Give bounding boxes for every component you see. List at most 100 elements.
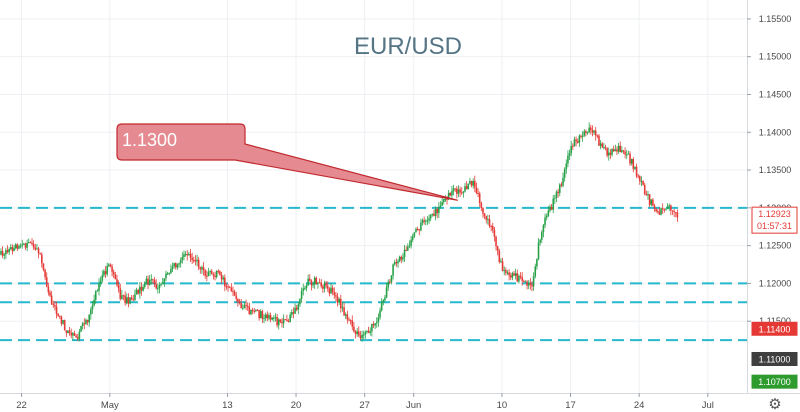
candle-body	[328, 288, 331, 294]
candle-body	[572, 145, 574, 147]
candle-body	[93, 299, 95, 306]
candle-body	[552, 198, 555, 210]
candle-body	[62, 319, 64, 324]
candle-body	[32, 244, 35, 248]
candle-body	[395, 262, 398, 264]
candle-body	[415, 228, 417, 233]
candle-body	[361, 334, 363, 339]
candle-body	[238, 301, 241, 304]
candle-body	[575, 139, 577, 142]
candle-body	[529, 283, 532, 285]
candle-body	[421, 220, 424, 223]
candle-body	[446, 199, 448, 201]
candle-body	[454, 188, 456, 190]
candle-body	[124, 295, 126, 304]
candle-body	[175, 263, 177, 268]
candle-body	[209, 271, 211, 273]
candle-body	[78, 331, 81, 339]
candle-body	[509, 275, 512, 278]
candle-body	[518, 275, 520, 282]
candle-body	[656, 211, 659, 213]
gear-icon[interactable]: ⚙	[768, 395, 781, 412]
candle-body	[315, 277, 318, 285]
candle-body	[152, 279, 154, 281]
candle-body	[531, 284, 533, 287]
candle-body	[1, 251, 4, 256]
candle-body	[362, 334, 365, 336]
candle-body	[282, 319, 285, 324]
candle-body	[142, 287, 144, 291]
candle-body	[487, 219, 489, 221]
candle-body	[305, 285, 308, 289]
candle-body	[429, 214, 432, 219]
candle-body	[287, 320, 290, 322]
candle-body	[129, 297, 131, 304]
candle-body	[554, 197, 556, 199]
candle-body	[532, 276, 535, 287]
candle-body	[259, 311, 262, 319]
candle-body	[331, 287, 334, 293]
candle-body	[496, 246, 499, 251]
candle-body	[26, 242, 28, 248]
candle-body	[637, 175, 639, 177]
candle-body	[41, 254, 43, 264]
candle-body	[54, 305, 56, 307]
candle-body	[393, 262, 396, 265]
candle-body	[573, 139, 576, 147]
y-tick-label: 1.15500	[759, 14, 792, 24]
candle-body	[233, 291, 236, 296]
candle-body	[460, 192, 463, 194]
candle-body	[478, 193, 481, 204]
candle-body	[279, 319, 282, 322]
candle-body	[423, 220, 425, 222]
candle-body	[130, 297, 133, 300]
candle-body	[418, 229, 421, 231]
candle-body	[253, 310, 256, 312]
candle-body	[112, 271, 115, 275]
candle-body	[104, 271, 107, 275]
candle-body	[485, 216, 488, 220]
candle-body	[377, 317, 380, 323]
candle-body	[385, 287, 388, 298]
candle-body	[673, 211, 675, 213]
candle-body	[603, 147, 605, 149]
candle-body	[225, 286, 228, 288]
candle-body	[176, 264, 179, 268]
price-badge: 1.12923 01:57:31	[751, 206, 798, 234]
price-badge-label: 1.11400	[759, 324, 791, 334]
candle-body	[308, 278, 311, 281]
candle-body	[256, 309, 259, 311]
candle-body	[202, 267, 205, 271]
candle-body	[72, 333, 74, 336]
candle-body	[630, 159, 633, 164]
candle-body	[9, 247, 12, 250]
candle-body	[431, 213, 434, 215]
candle-body	[635, 166, 638, 176]
grid-lines	[0, 0, 747, 393]
price-callout[interactable]: 1.1300	[116, 123, 458, 201]
candle-body	[108, 264, 110, 266]
candle-body	[599, 143, 602, 146]
candle-body	[353, 326, 355, 332]
candle-body	[273, 317, 275, 319]
candle-body	[158, 285, 161, 289]
candle-body	[266, 314, 269, 319]
candle-body	[369, 331, 372, 333]
candle-body	[45, 277, 48, 287]
candle-body	[269, 315, 272, 320]
candle-body	[558, 184, 561, 193]
candle-body	[632, 159, 635, 169]
candle-body	[477, 193, 479, 195]
candle-body	[480, 203, 483, 209]
candle-body	[397, 261, 399, 264]
candle-body	[650, 199, 653, 205]
candle-body	[258, 310, 260, 319]
candle-body	[629, 153, 631, 164]
candle-body	[294, 307, 296, 314]
x-tick-label: May	[101, 400, 119, 411]
price-axis-labels: 1.155001.150001.145001.140001.135001.130…	[747, 14, 791, 326]
candle-body	[372, 324, 375, 326]
candle-body	[68, 330, 71, 333]
y-tick-label: 1.12500	[759, 241, 792, 251]
